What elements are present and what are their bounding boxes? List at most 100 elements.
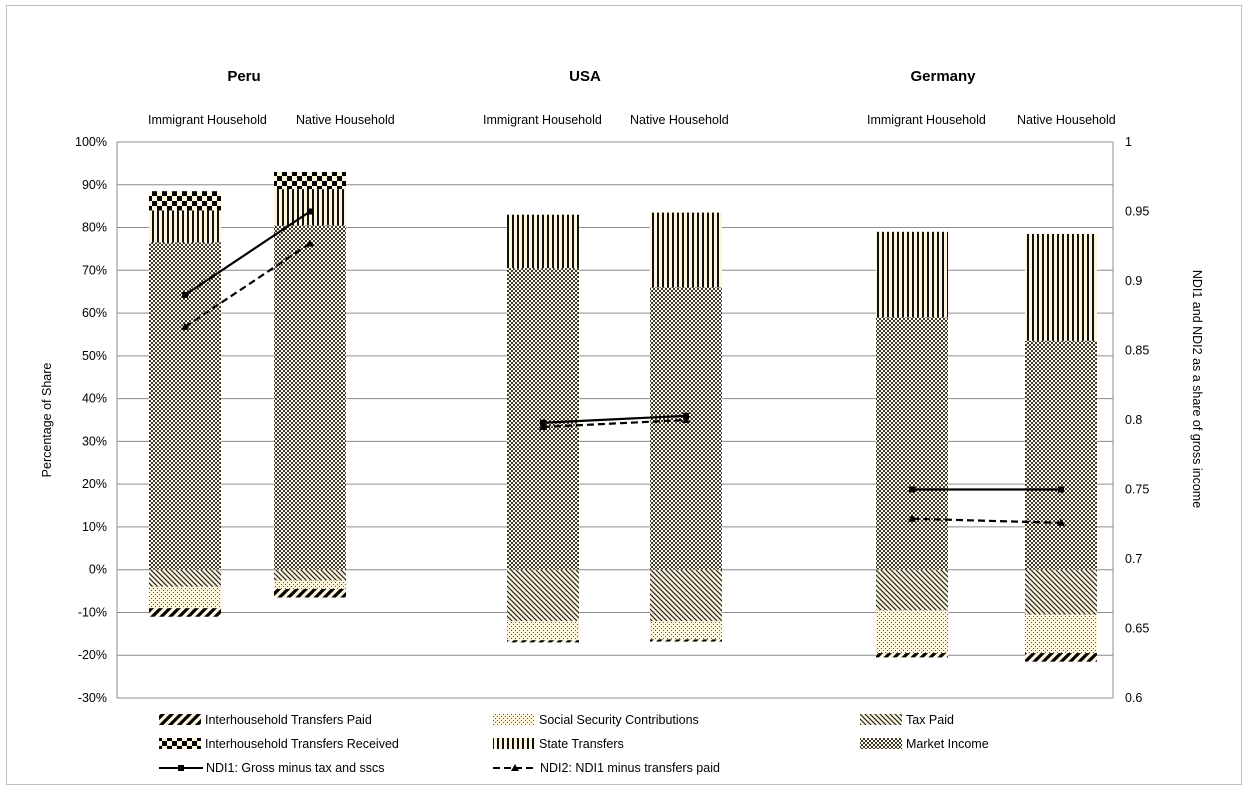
line-segment [542,414,687,424]
chart-svg: -30% -20% -10% 0% 10% 20% 30% 40% 50% 60% 70% 80% 90… [40,68,1204,775]
y2-tick-label: 0.8 [1125,413,1142,427]
panel-title: Peru [227,68,260,85]
legend-item: Interhousehold Transfers Received [159,737,399,751]
legend-label: Social Security Contributions [539,713,699,727]
bar-segment-checker [876,317,948,570]
y2-tick-label: 0.75 [1125,483,1149,497]
line-point [181,322,189,330]
legend-item: NDI1: Gross minus tax and sscs [159,761,385,775]
legend-swatch [159,714,201,725]
legend-item: Tax Paid [860,713,954,727]
line-point [1058,486,1064,493]
legend-label: Tax Paid [906,713,954,727]
line-point [182,291,188,298]
y-tick-label: 50% [82,349,107,363]
panel-title: Germany [910,68,976,85]
y-tick-label: 70% [82,263,107,277]
line-point [909,486,915,493]
line-segment [184,242,311,328]
y-tick-label: 30% [82,434,107,448]
bar-segment-checker [149,242,221,570]
line-segment [184,210,311,296]
legend-item: Interhousehold Transfers Paid [159,713,372,727]
chart-frame: -30% -20% -10% 0% 10% 20% 30% 40% 50% 60% 70% 80% 90… [6,5,1242,785]
y-tick-label: -10% [78,605,107,619]
y-tick-label: 100% [75,135,107,149]
category-labels: Immigrant Household Native Household Immig… [148,113,1116,127]
bar-segment-checker [650,287,722,570]
line-point [539,422,547,430]
y-tick-label: 60% [82,306,107,320]
bar-segment-wide [650,639,722,642]
bar-segment-dots [1025,614,1097,654]
bar-segment-diagonal [650,569,722,622]
bar-segment-wide [1025,653,1097,662]
bar-segment-dots [274,580,346,589]
legend-swatch [860,714,902,725]
y2-tick-label: 1 [1125,135,1132,149]
legend-item: Market Income [860,737,989,751]
y-axis-title: Percentage of Share [40,363,54,478]
legend-label: NDI1: Gross minus tax and sscs [206,761,385,775]
bar-segment-diagonal [507,569,579,622]
line-point [908,514,916,522]
y-tick-label: 80% [82,221,107,235]
lines-layer [181,208,1065,526]
line-segment [911,517,1062,524]
bar-segment-diagonal [1025,569,1097,615]
line-segment [542,418,687,429]
y-tick-label: 0% [89,563,107,577]
bar-segment-vertical [876,231,948,318]
bar-segment-checker [1025,340,1097,570]
y-tick-label: -30% [78,691,107,705]
legend-label: Interhousehold Transfers Received [205,737,399,751]
legend-item: Social Security Contributions [493,713,699,727]
legend-label: Interhousehold Transfers Paid [205,713,372,727]
legend-marker [511,764,519,771]
bar-segment-vertical [149,210,221,243]
category-label: Native Household [1017,113,1116,127]
legend-item: NDI2: NDI1 minus transfers paid [493,761,720,775]
category-label: Immigrant Household [483,113,602,127]
y-tick-label: -20% [78,648,107,662]
bar-segment-wide [507,640,579,643]
y2-axis-title: NDI1 and NDI2 as a share of gross income [1190,270,1204,508]
line-point [1057,518,1065,526]
category-label: Immigrant Household [867,113,986,127]
y2-tick-label: 0.95 [1125,205,1149,219]
line-point [307,208,313,215]
category-label: Native Household [296,113,395,127]
legend-marker [178,765,184,771]
line-point [540,419,546,426]
bar-segment-vertical [507,214,579,269]
bar-segment-diagonal [149,569,221,587]
legend-label: State Transfers [539,737,624,751]
line-point [682,416,690,423]
y-tick-label: 10% [82,520,107,534]
bar-segment-checker [507,268,579,570]
y2-tick-label: 0.85 [1125,344,1149,358]
bar-segment-dots [650,621,722,640]
y2-tick-label: 0.65 [1125,622,1149,636]
line-point [683,412,689,419]
legend-swatch [493,738,535,749]
bar-segment-largecheck [149,191,221,211]
panel-title: USA [569,68,601,85]
bar-segment-dots [507,621,579,641]
bar-segment-diagonal [876,569,948,611]
category-label: Immigrant Household [148,113,267,127]
category-label: Native Household [630,113,729,127]
bar-segment-vertical [1025,233,1097,341]
y2-tick-label: 0.6 [1125,691,1142,705]
panel-titles: Peru USA Germany [227,68,976,85]
y-tick-label: 90% [82,178,107,192]
bar-segment-diagonal [274,569,346,581]
bar-segment-wide [274,588,346,598]
bar-segment-dots [149,586,221,609]
bars-layer [149,171,1097,662]
bar-segment-checker [274,225,346,570]
legend-label: NDI2: NDI1 minus transfers paid [540,761,720,775]
legend-swatch [860,738,902,749]
left-tick-labels: -30% -20% -10% 0% 10% 20% 30% 40% 50% 60% 70% 80% 90… [75,135,107,705]
right-tick-labels: 0.6 0.65 0.7 0.75 0.8 0.85 0.9 0.95 1 [1125,135,1149,705]
